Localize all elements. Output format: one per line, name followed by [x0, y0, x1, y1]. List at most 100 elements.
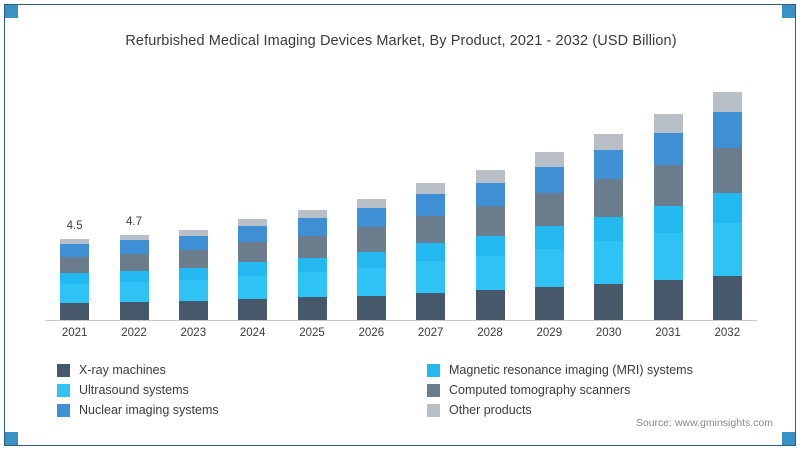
legend-label-ultrasound-systems: Ultrasound systems: [79, 383, 189, 397]
legend-swatch-ultrasound-systems: [57, 383, 70, 397]
legend-row: X-ray machines Magnetic resonance imagin…: [57, 363, 757, 377]
bar-2030[interactable]: [594, 133, 624, 320]
legend-row: Nuclear imaging systems Other products: [57, 403, 757, 417]
corner-accent-top-right: [782, 5, 795, 18]
bar-segment: [475, 290, 505, 320]
bar-segment: [653, 132, 683, 165]
bar-segment: [119, 240, 149, 254]
corner-accent-bottom-left: [5, 432, 18, 445]
x-axis-line: [45, 320, 757, 321]
plot-area: 4.5 4.7: [45, 65, 757, 321]
corner-accent-bottom-right: [782, 432, 795, 445]
legend-item-nuclear-imaging-systems: Nuclear imaging systems: [57, 403, 427, 417]
bar-segment: [238, 275, 268, 300]
bar-segment: [356, 295, 386, 320]
legend-item-ct-scanners: Computed tomography scanners: [427, 383, 757, 397]
x-tick-2031: 2031: [655, 327, 681, 339]
bar-2027[interactable]: [416, 182, 446, 320]
bar-segment: [60, 283, 90, 303]
bar-segment: [712, 111, 742, 148]
bar-segment: [594, 150, 624, 180]
bar-2025[interactable]: [297, 209, 327, 320]
bar-2021[interactable]: 4.5: [60, 220, 90, 320]
bar-segment: [238, 226, 268, 243]
legend-swatch-mri-systems: [427, 363, 440, 377]
legend-label-x-ray-machines: X-ray machines: [79, 363, 166, 377]
bar-segment: [653, 233, 683, 281]
bar-segment: [119, 282, 149, 302]
corner-accent-top-left: [5, 5, 18, 18]
bar-2031[interactable]: [653, 113, 683, 320]
bar-segment: [238, 242, 268, 263]
x-tick-2021: 2021: [61, 327, 88, 339]
bar-segment: [594, 216, 624, 242]
bar-2028[interactable]: [475, 169, 505, 320]
bar-2032[interactable]: [712, 92, 742, 320]
bar-segment: [60, 256, 90, 273]
chart-title: Refurbished Medical Imaging Devices Mark…: [125, 33, 677, 49]
bar-segment: [534, 226, 564, 249]
bar-segment: [238, 299, 268, 320]
x-tick-2027: 2027: [417, 327, 444, 339]
bar-segment: [60, 272, 90, 284]
legend-swatch-ct-scanners: [427, 383, 440, 397]
x-axis-tick-labels: 2021 2022 2023 2024 2025 2026 2027 2028 2029 2030…: [45, 327, 757, 345]
bar-segment: [238, 218, 268, 227]
legend-item-x-ray-machines: X-ray machines: [57, 363, 427, 377]
bar-segment: [712, 147, 742, 194]
bar-2024[interactable]: [238, 218, 268, 320]
bar-2022[interactable]: 4.7: [119, 216, 149, 320]
bar-segment: [178, 236, 208, 251]
bar-value-label-2021: 4.5: [66, 219, 83, 232]
bar-segment: [356, 208, 386, 228]
bar-2023[interactable]: [178, 229, 208, 320]
x-tick-2024: 2024: [239, 327, 266, 339]
legend-swatch-other-products: [427, 403, 440, 417]
bar-segment: [178, 280, 208, 301]
bar-value-label-2022: 4.7: [126, 216, 142, 228]
bar-segment: [60, 302, 90, 320]
source-attribution: Source: www.gminsights.com: [635, 417, 773, 429]
bar-segment: [297, 209, 327, 219]
bar-segment: [119, 301, 149, 320]
legend-row: Ultrasound systems Computed tomography s…: [57, 383, 757, 397]
legend-item-mri-systems: Magnetic resonance imaging (MRI) systems: [427, 363, 757, 377]
legend-label-ct-scanners: Computed tomography scanners: [449, 383, 631, 397]
bar-segment: [297, 272, 327, 298]
legend-swatch-x-ray-machines: [57, 363, 70, 377]
x-tick-2026: 2026: [358, 327, 385, 339]
bar-segment: [416, 243, 446, 262]
bar-segment: [653, 113, 683, 133]
x-tick-2022: 2022: [121, 327, 147, 339]
bar-2026[interactable]: [356, 198, 386, 320]
bar-segment: [416, 215, 446, 244]
bar-segment: [475, 169, 505, 183]
bar-segment: [297, 257, 327, 273]
bar-segment: [712, 193, 742, 224]
bar-segment: [594, 179, 624, 217]
bar-segment: [178, 301, 208, 320]
bar-2029[interactable]: [534, 151, 564, 320]
bar-segment: [356, 251, 386, 268]
bar-segment: [119, 253, 149, 271]
bar-segment: [594, 133, 624, 151]
bar-segment: [297, 235, 327, 258]
x-tick-2029: 2029: [536, 327, 563, 339]
bar-segment: [178, 250, 208, 269]
bar-segment: [653, 280, 683, 320]
bar-segment: [416, 292, 446, 320]
bar-segment: [475, 255, 505, 291]
bar-segment: [653, 164, 683, 207]
bar-segment: [475, 205, 505, 236]
chart-legend: X-ray machines Magnetic resonance imagin…: [57, 363, 757, 423]
bar-segment: [356, 267, 386, 296]
x-tick-2030: 2030: [595, 327, 622, 339]
bar-segment: [594, 241, 624, 284]
bar-segment: [238, 262, 268, 276]
bar-segment: [60, 238, 90, 245]
bar-segment: [60, 244, 90, 257]
bar-segment: [534, 248, 564, 288]
legend-label-other-products: Other products: [449, 403, 532, 417]
bar-segment: [594, 283, 624, 320]
bar-segment: [119, 235, 149, 241]
